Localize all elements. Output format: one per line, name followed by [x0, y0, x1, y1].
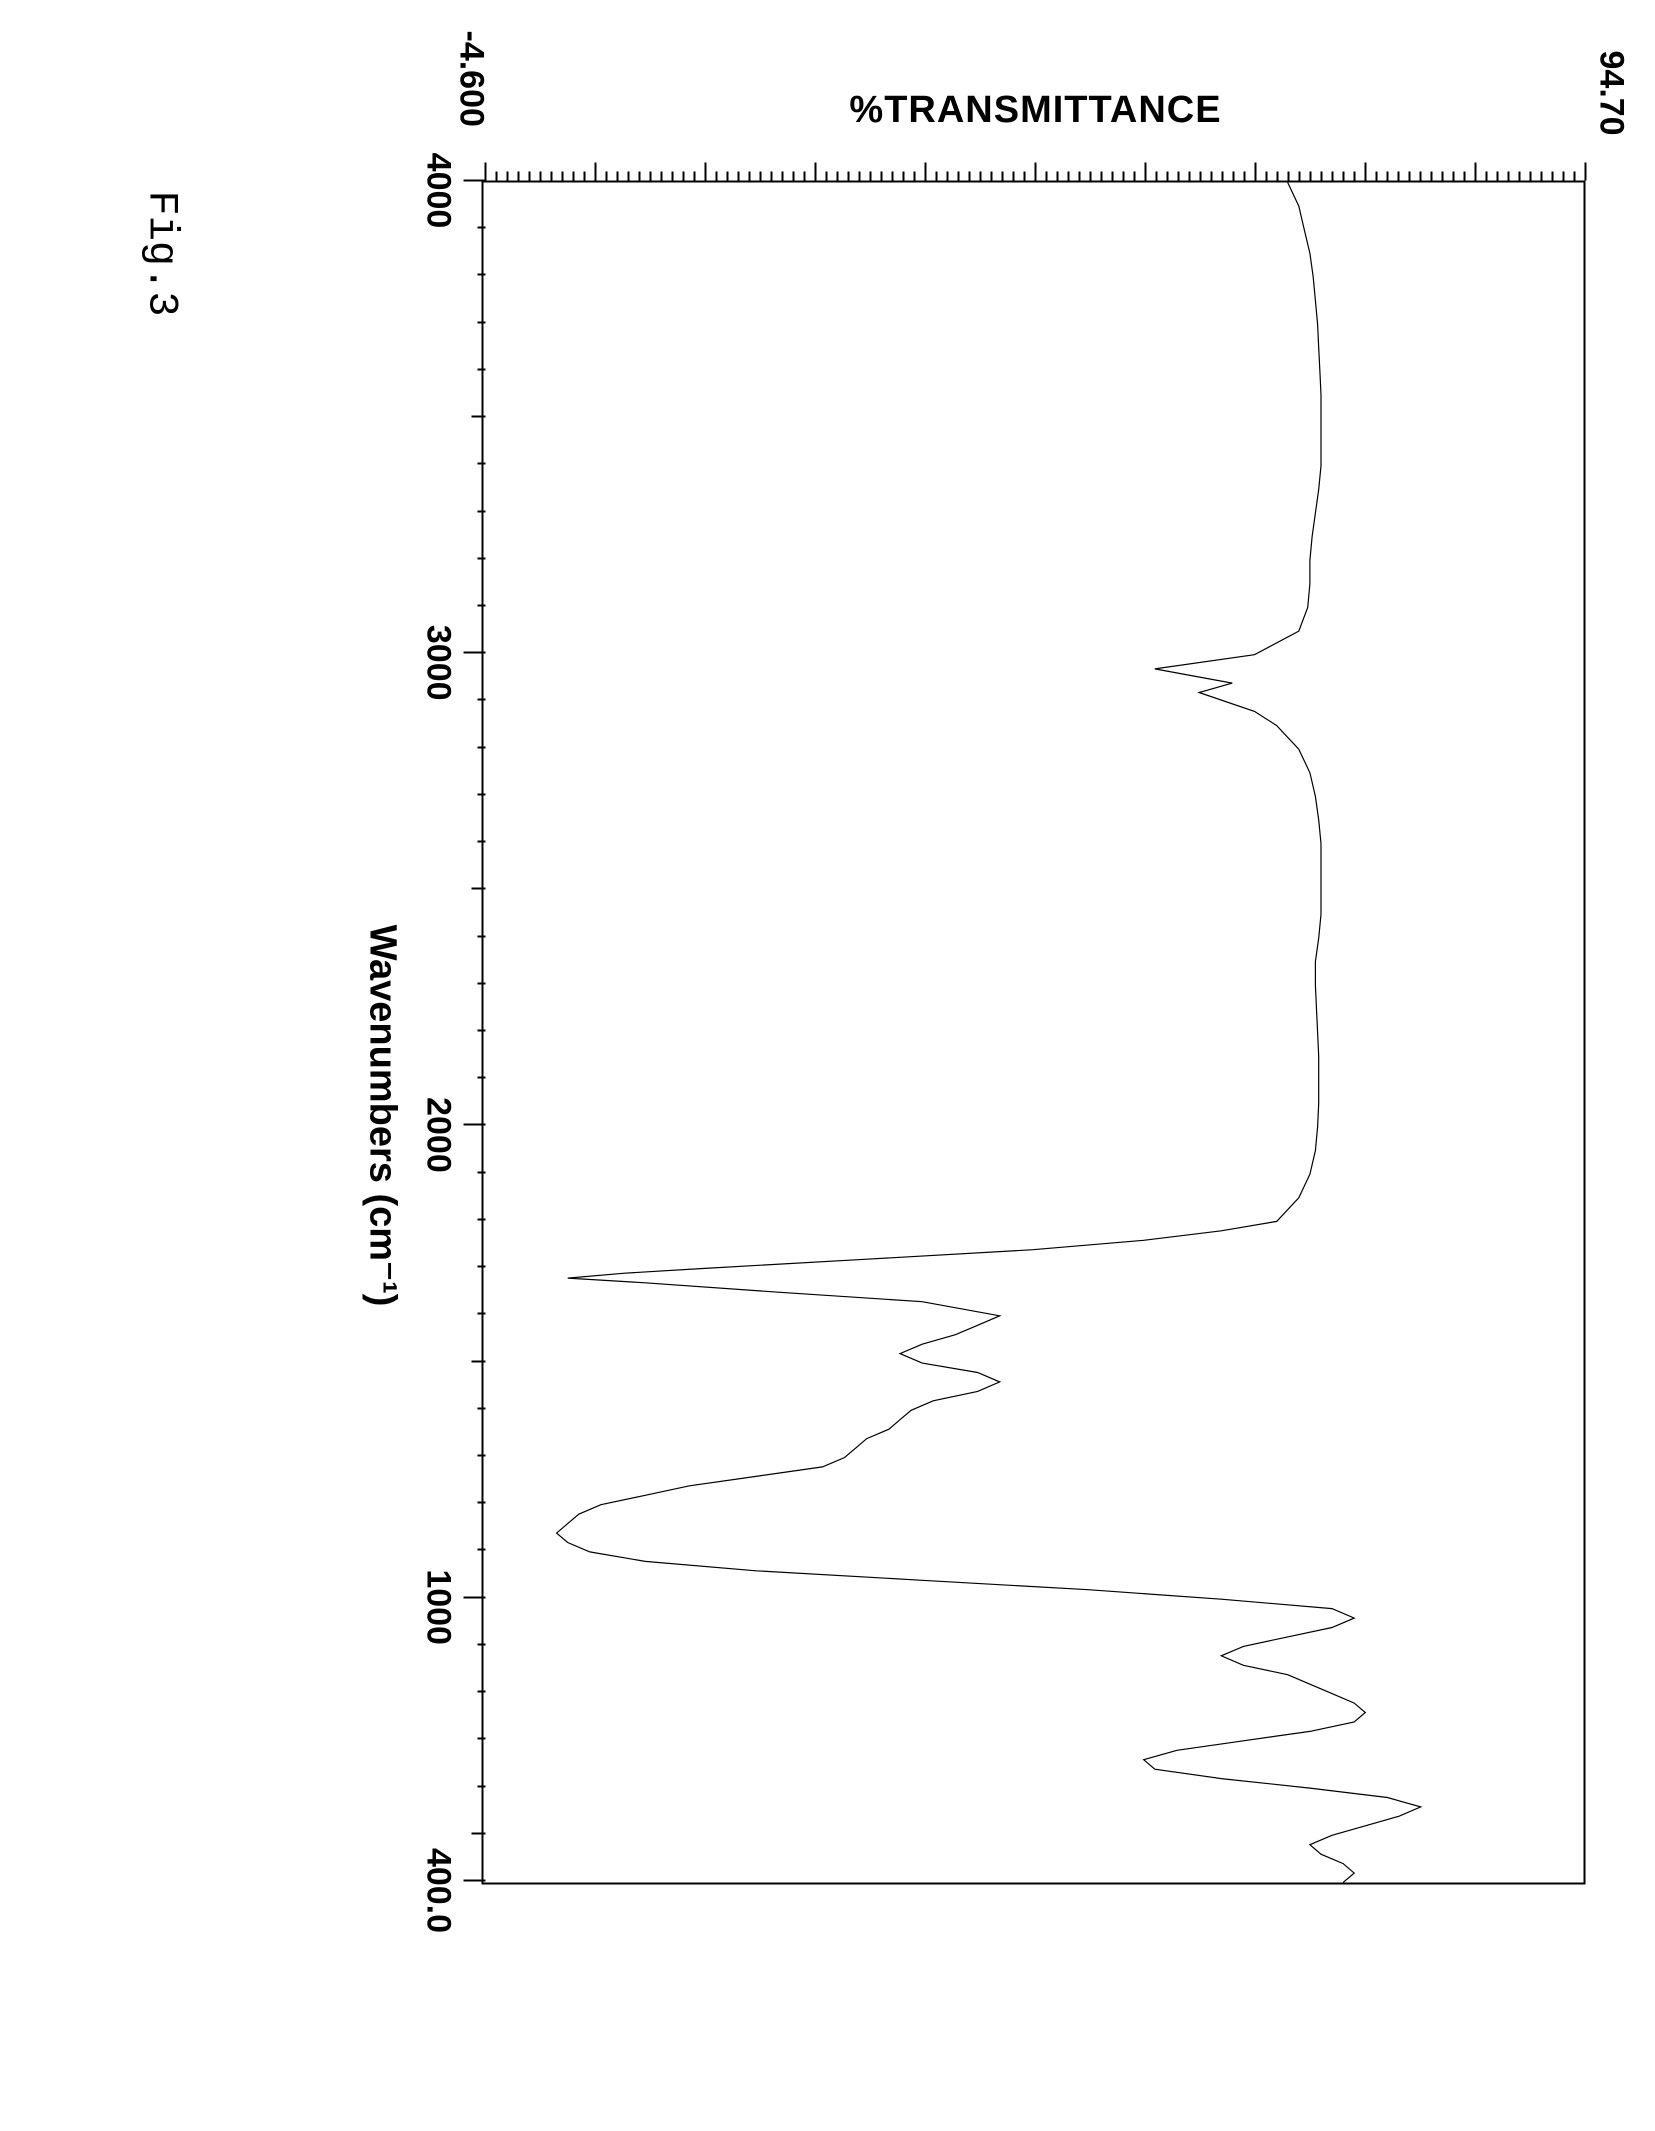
x-tick-4000: 4000: [418, 130, 457, 250]
x-tick-1000: 1000: [418, 1547, 457, 1667]
x-tick-400: 400.0: [418, 1830, 457, 1950]
page: 94.70 -4.600 %TRANSMITTANCE Wavenumbers …: [0, 0, 1655, 2131]
y-min-label: -4.600: [451, 30, 490, 126]
y-axis-title: %TRANSMITTANCE: [849, 89, 1221, 132]
ir-spectrum-line: [483, 182, 1583, 1882]
x-axis-title: Wavenumbers (cm⁻¹): [360, 924, 405, 1306]
plot-area: [481, 180, 1585, 1884]
y-max-label: 94.70: [1591, 50, 1630, 135]
figure-caption: Fig.3: [137, 190, 185, 316]
x-tick-2000: 2000: [418, 1074, 457, 1194]
x-tick-3000: 3000: [418, 602, 457, 722]
rotated-content: 94.70 -4.600 %TRANSMITTANCE Wavenumbers …: [0, 0, 1655, 2131]
